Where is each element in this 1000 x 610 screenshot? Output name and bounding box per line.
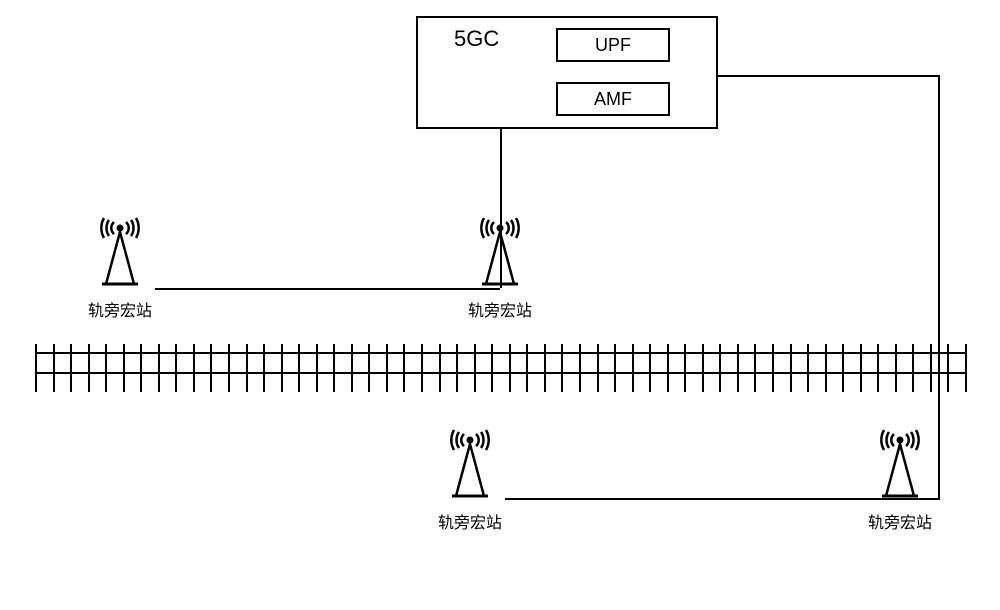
base-station-3: 轨旁宏站 xyxy=(430,428,510,533)
railway-track xyxy=(35,352,965,384)
base-station-label: 轨旁宏站 xyxy=(80,297,160,321)
amf-label: AMF xyxy=(594,89,632,110)
antenna-icon xyxy=(430,428,510,502)
upf-box: UPF xyxy=(556,28,670,62)
base-station-label: 轨旁宏站 xyxy=(430,509,510,533)
base-station-label: 轨旁宏站 xyxy=(860,509,940,533)
base-station-1: 轨旁宏站 xyxy=(80,216,160,321)
base-station-4: 轨旁宏站 xyxy=(860,428,940,533)
conn-core-right-h xyxy=(718,75,940,77)
base-station-2: 轨旁宏站 xyxy=(460,216,540,321)
conn-top-pair xyxy=(155,288,500,290)
amf-box: AMF xyxy=(556,82,670,116)
antenna-icon xyxy=(860,428,940,502)
upf-label: UPF xyxy=(595,35,631,56)
base-station-label: 轨旁宏站 xyxy=(460,297,540,321)
core-label: 5GC xyxy=(454,26,499,52)
antenna-icon xyxy=(460,216,540,290)
antenna-icon xyxy=(80,216,160,290)
